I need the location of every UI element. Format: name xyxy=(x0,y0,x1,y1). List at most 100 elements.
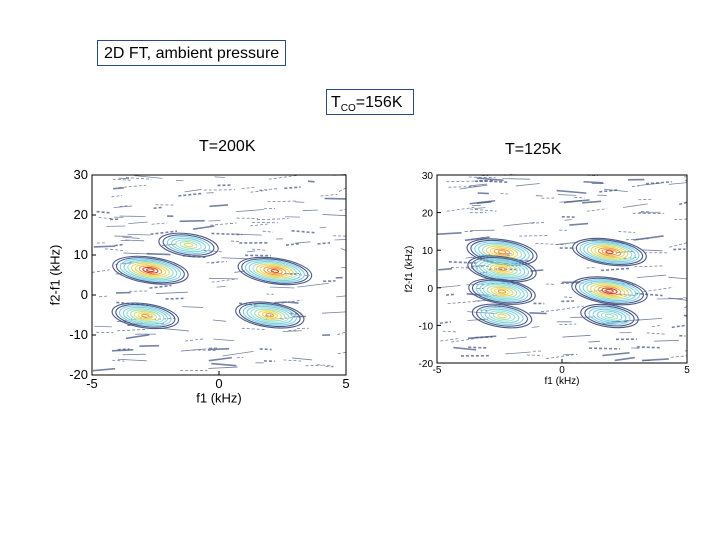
contour-ring xyxy=(126,308,165,324)
contour-ring xyxy=(244,259,305,283)
noise-contour xyxy=(221,257,249,260)
tco-label: TCO=156K xyxy=(326,89,414,115)
contour-ring xyxy=(488,310,516,322)
noise-contour xyxy=(250,189,268,193)
noise-contour xyxy=(118,184,147,189)
noise-contour xyxy=(569,222,589,226)
y-tick-label: 20 xyxy=(422,209,434,220)
noise-contour xyxy=(182,306,204,308)
contour-ring xyxy=(246,305,294,325)
noise-contour xyxy=(625,238,649,241)
contour-ring xyxy=(162,234,215,256)
noise-contour xyxy=(588,340,600,343)
noise-contour xyxy=(317,241,331,245)
contour-ring xyxy=(259,264,291,278)
contour-ring xyxy=(601,248,618,256)
noise-contour xyxy=(469,183,487,187)
y-tick-label: 10 xyxy=(74,247,88,262)
contour-ring xyxy=(471,303,533,329)
noise-contour xyxy=(150,230,178,236)
noise-contour xyxy=(337,331,347,336)
y-tick-label: 20 xyxy=(74,207,88,222)
noise-contour xyxy=(149,284,172,289)
peak-contour xyxy=(112,255,189,285)
y-tick-label: -10 xyxy=(419,321,434,332)
contour-ring xyxy=(122,306,169,325)
contour-ring xyxy=(605,250,614,254)
contour-ring xyxy=(158,232,219,258)
y-axis-label: f2-f1 (kHz) xyxy=(48,245,63,306)
noise-contour xyxy=(184,189,202,193)
noise-contour xyxy=(637,182,661,187)
contour-ring xyxy=(133,310,157,321)
noise-contour xyxy=(320,194,338,197)
noise-contour xyxy=(466,283,498,286)
noise-contour xyxy=(117,358,147,362)
slide-title: 2D FT, ambient pressure xyxy=(97,40,287,66)
contour-ring xyxy=(586,281,633,300)
contour-ring xyxy=(112,255,189,285)
noise-contour xyxy=(470,236,486,240)
noise-contour xyxy=(212,319,226,322)
noise-contour xyxy=(530,222,546,224)
contour-ring xyxy=(237,256,313,286)
noise-contour xyxy=(469,199,496,205)
contour-ring xyxy=(482,261,522,277)
noise-contour xyxy=(214,176,225,178)
noise-contour xyxy=(631,185,639,187)
noise-contour xyxy=(447,300,480,304)
contour-ring xyxy=(166,235,211,255)
noise-contour xyxy=(262,230,274,233)
noise-contour xyxy=(601,267,631,272)
contour-ring xyxy=(131,262,170,278)
contour-ring xyxy=(601,287,618,295)
x-tick-label: 0 xyxy=(559,365,565,376)
noise-contour xyxy=(479,180,509,184)
noise-contour xyxy=(465,266,490,268)
noise-contour xyxy=(322,311,347,314)
noise-contour xyxy=(559,323,577,325)
peak-contour xyxy=(235,301,305,329)
noise-contour xyxy=(529,312,547,315)
noise-contour xyxy=(319,226,327,229)
noise-contour xyxy=(338,187,347,192)
noise-contour xyxy=(530,269,544,272)
noise-contour xyxy=(438,285,461,289)
left-plot-title: T=200K xyxy=(199,138,256,155)
noise-contour xyxy=(180,348,207,352)
noise-contour xyxy=(563,199,590,204)
noise-contour xyxy=(474,207,486,209)
noise-contour xyxy=(340,248,347,251)
contour-ring xyxy=(604,313,615,319)
noise-contour xyxy=(556,241,578,245)
noise-contour xyxy=(564,296,573,299)
contour-ring xyxy=(250,307,290,323)
contour-ring xyxy=(179,241,198,249)
peak-contour xyxy=(158,232,219,258)
noise-contour xyxy=(558,194,577,196)
contour-ring xyxy=(497,289,507,294)
noise-contour xyxy=(274,301,288,304)
noise-contour xyxy=(250,223,268,227)
noise-contour xyxy=(114,243,123,247)
contour-ring xyxy=(248,260,302,282)
contour-ring xyxy=(241,258,309,284)
y-tick-label: 30 xyxy=(422,171,434,182)
noise-contour xyxy=(206,261,220,264)
contour-ring xyxy=(235,301,305,329)
noise-contour xyxy=(99,295,109,298)
noise-contour xyxy=(208,277,239,280)
noise-contour xyxy=(467,335,497,340)
noise-contour xyxy=(459,184,488,190)
noise-contour xyxy=(216,285,226,288)
contour-ring xyxy=(597,286,622,296)
noise-contour xyxy=(235,209,264,213)
x-axis-label: f1 (kHz) xyxy=(196,390,242,405)
contour-ring xyxy=(254,308,286,322)
noise-contour xyxy=(111,348,134,352)
noise-contour xyxy=(208,366,238,369)
contour-ring xyxy=(486,262,518,276)
contour-ring xyxy=(118,305,172,327)
noise-contour xyxy=(259,348,272,351)
contour-ring xyxy=(479,282,525,301)
